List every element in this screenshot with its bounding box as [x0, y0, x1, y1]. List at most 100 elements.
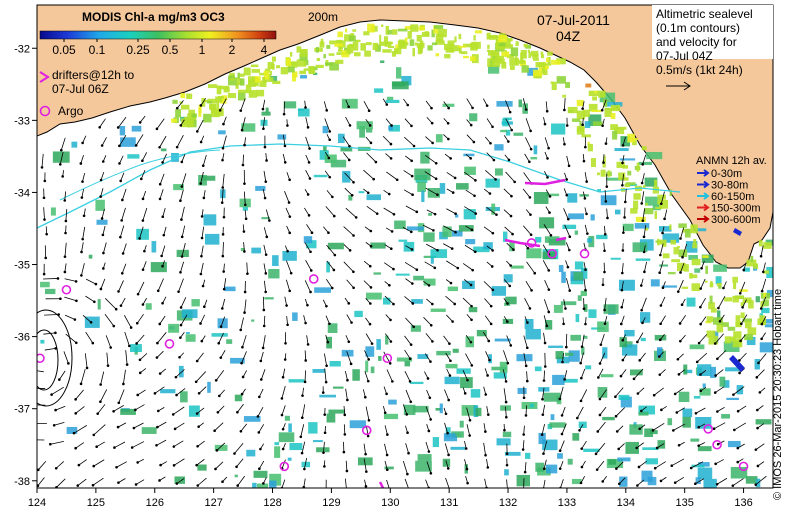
chlorophyll-patch [413, 275, 425, 281]
coastal-chlorophyll [744, 333, 753, 341]
velocity-vector-head [584, 322, 587, 326]
velocity-vector [64, 242, 67, 257]
coastal-chlorophyll [592, 121, 603, 126]
coastal-chlorophyll [334, 43, 344, 47]
anmn-legend-arrow [697, 203, 710, 212]
coastal-chlorophyll [592, 96, 598, 101]
velocity-vector [366, 152, 377, 163]
chlorophyll-patch [620, 136, 631, 147]
chlorophyll-patch [695, 477, 701, 485]
velocity-vector [485, 136, 491, 144]
velocity-vector [505, 406, 507, 418]
chlorophyll-patch [526, 248, 542, 259]
velocity-vector-head [565, 345, 568, 349]
chlorophyll-patch [384, 466, 394, 470]
velocity-vector-head [197, 425, 200, 428]
velocity-vector [260, 351, 264, 362]
velocity-vector-head [395, 178, 399, 182]
velocity-vector-head [85, 366, 89, 370]
velocity-vector [715, 386, 725, 393]
chlorophyll-patch [370, 242, 386, 249]
chlorophyll-patch [573, 271, 583, 281]
coastal-chlorophyll [633, 200, 639, 210]
velocity-vector [303, 315, 306, 324]
coastal-chlorophyll [635, 216, 646, 223]
velocity-vector-head [620, 288, 624, 292]
chlorophyll-patch [693, 396, 701, 399]
velocity-vector [281, 479, 286, 488]
velocity-vector [484, 315, 492, 325]
velocity-vector-head [491, 288, 495, 292]
x-tick-label: 130 [381, 497, 399, 509]
coastal-chlorophyll [309, 68, 316, 75]
velocity-vector [543, 332, 546, 344]
velocity-vector-head [61, 175, 64, 178]
chlorophyll-patch [746, 336, 756, 346]
velocity-vector-head [180, 185, 184, 188]
x-tick-label: 127 [204, 497, 222, 509]
velocity-vector [325, 206, 335, 217]
velocity-vector-head [330, 286, 334, 290]
velocity-vector-head [491, 249, 494, 252]
coastal-chlorophyll [344, 28, 348, 33]
velocity-vector-head [333, 253, 337, 257]
y-tick-label: -36 [14, 332, 30, 344]
chlorophyll-patch [725, 367, 742, 372]
chlorophyll-patch [443, 433, 458, 442]
chlorophyll-patch [571, 478, 582, 485]
coastal-chlorophyll [404, 26, 413, 30]
velocity-vector-head [639, 284, 643, 287]
chlorophyll-patch [755, 296, 760, 303]
velocity-vector [202, 155, 207, 166]
velocity-vector [564, 370, 568, 380]
coastal-chlorophyll [290, 61, 297, 66]
velocity-vector [240, 317, 244, 331]
coastal-chlorophyll [610, 124, 618, 131]
velocity-vector-head [240, 128, 244, 132]
velocity-vector-head [558, 397, 562, 401]
velocity-vector-head [547, 310, 551, 314]
coastal-chlorophyll [382, 49, 392, 53]
velocity-vector [234, 443, 244, 454]
velocity-vector-head [615, 430, 619, 433]
chlorophyll-patch [568, 350, 580, 362]
velocity-vector-head [74, 398, 77, 401]
velocity-vector-head [112, 409, 115, 413]
velocity-vector-head [235, 465, 238, 469]
velocity-vector-head [619, 322, 623, 326]
chlorophyll-patch [605, 102, 623, 107]
velocity-vector-head [155, 356, 159, 359]
velocity-vector-head [287, 201, 291, 204]
chlorophyll-patch [403, 241, 415, 252]
coastal-chlorophyll [738, 295, 744, 299]
velocity-vector [404, 296, 414, 304]
velocity-vector [222, 173, 225, 188]
velocity-vector-head [604, 142, 608, 145]
velocity-vector-head [106, 364, 110, 367]
velocity-vector [462, 369, 468, 381]
velocity-vector [383, 207, 395, 215]
chlorophyll-patch [198, 175, 207, 186]
velocity-vector-head [429, 418, 432, 421]
coastal-chlorophyll [316, 46, 319, 53]
velocity-vector-head [568, 248, 571, 252]
chlorophyll-patch [461, 405, 477, 416]
velocity-vector [219, 389, 225, 397]
velocity-vector-head [72, 431, 76, 435]
velocity-vector-head [116, 425, 120, 429]
velocity-vector [566, 155, 570, 166]
velocity-vector [717, 350, 727, 360]
velocity-vector-head [621, 249, 625, 252]
coastal-chlorophyll [451, 45, 460, 52]
chlorophyll-patch [723, 341, 740, 353]
velocity-vector [363, 443, 367, 455]
velocity-vector-head [415, 210, 419, 214]
chlorophyll-patch [455, 433, 461, 437]
coastal-chlorophyll [325, 62, 333, 66]
velocity-vector-head [547, 288, 551, 291]
chlorophyll-patch [644, 428, 654, 438]
velocity-vector-head [546, 157, 549, 160]
coastal-chlorophyll [618, 172, 626, 181]
coastal-chlorophyll [323, 54, 326, 59]
velocity-vector [181, 225, 186, 237]
